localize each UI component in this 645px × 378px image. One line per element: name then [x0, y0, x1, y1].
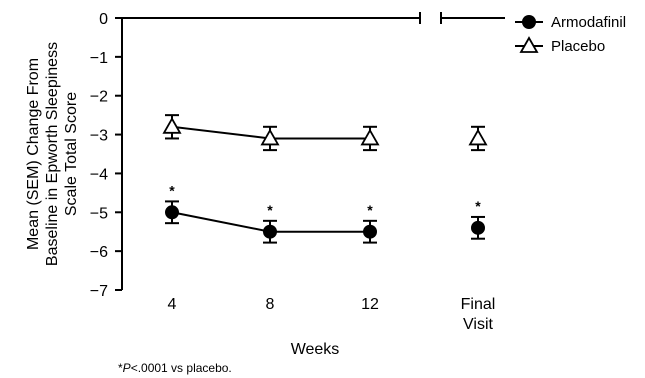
y-tick-label: −2	[90, 89, 108, 106]
significance-marker: *	[367, 202, 373, 218]
series-armodafinil: * * * *	[165, 182, 485, 244]
chart-legend: Armodafinil Placebo	[515, 14, 626, 55]
y-tick-label: −4	[90, 166, 108, 183]
significance-marker: *	[267, 202, 273, 218]
data-point	[471, 220, 485, 235]
chart-series: * * * *	[162, 114, 488, 244]
x-axis-label: Weeks	[291, 341, 340, 358]
legend-label: Armodafinil	[551, 14, 626, 31]
x-tick-label: 8	[266, 296, 275, 313]
x-tick-label: 4	[168, 296, 177, 313]
data-point	[468, 128, 488, 146]
data-point	[263, 224, 277, 239]
footnote-star: *	[118, 361, 123, 375]
footnote-text: <.0001 vs placebo.	[131, 361, 232, 375]
chart-axes	[121, 12, 505, 290]
y-axis-label-line: Mean (SEM) Change From	[25, 58, 42, 250]
y-axis-label-line: Baseline in Epworth Sleepiness	[44, 42, 61, 266]
x-tick-label: 12	[361, 296, 379, 313]
data-point	[522, 15, 536, 29]
y-tick-label: −5	[90, 205, 108, 222]
x-tick-label: Final	[461, 296, 496, 313]
y-tick-label: 0	[99, 11, 108, 28]
data-point	[260, 128, 280, 146]
data-point	[363, 224, 377, 239]
x-tick-label: Visit	[463, 316, 493, 333]
series-placebo	[162, 114, 488, 152]
footnote: *P<.0001 vs placebo.	[118, 361, 232, 375]
x-axis-ticks: 4 8 12 Final Visit	[168, 296, 496, 333]
data-point	[165, 205, 179, 220]
y-tick-label: −3	[90, 128, 108, 145]
significance-marker: *	[475, 198, 481, 214]
y-tick-label: −7	[90, 283, 108, 300]
footnote-p: P	[123, 361, 131, 375]
data-point	[519, 36, 539, 53]
significance-marker: *	[169, 182, 175, 198]
y-axis-label: Mean (SEM) Change From Baseline in Epwort…	[25, 42, 80, 266]
y-tick-label: −1	[90, 50, 108, 67]
data-point	[162, 116, 182, 134]
data-point	[360, 128, 380, 146]
legend-label: Placebo	[551, 38, 605, 55]
y-axis-label-line: Scale Total Score	[63, 92, 80, 216]
y-tick-label: −6	[90, 244, 108, 261]
y-axis-ticks: 0 −1 −2 −3 −4 −5 −6 −7	[90, 11, 122, 300]
